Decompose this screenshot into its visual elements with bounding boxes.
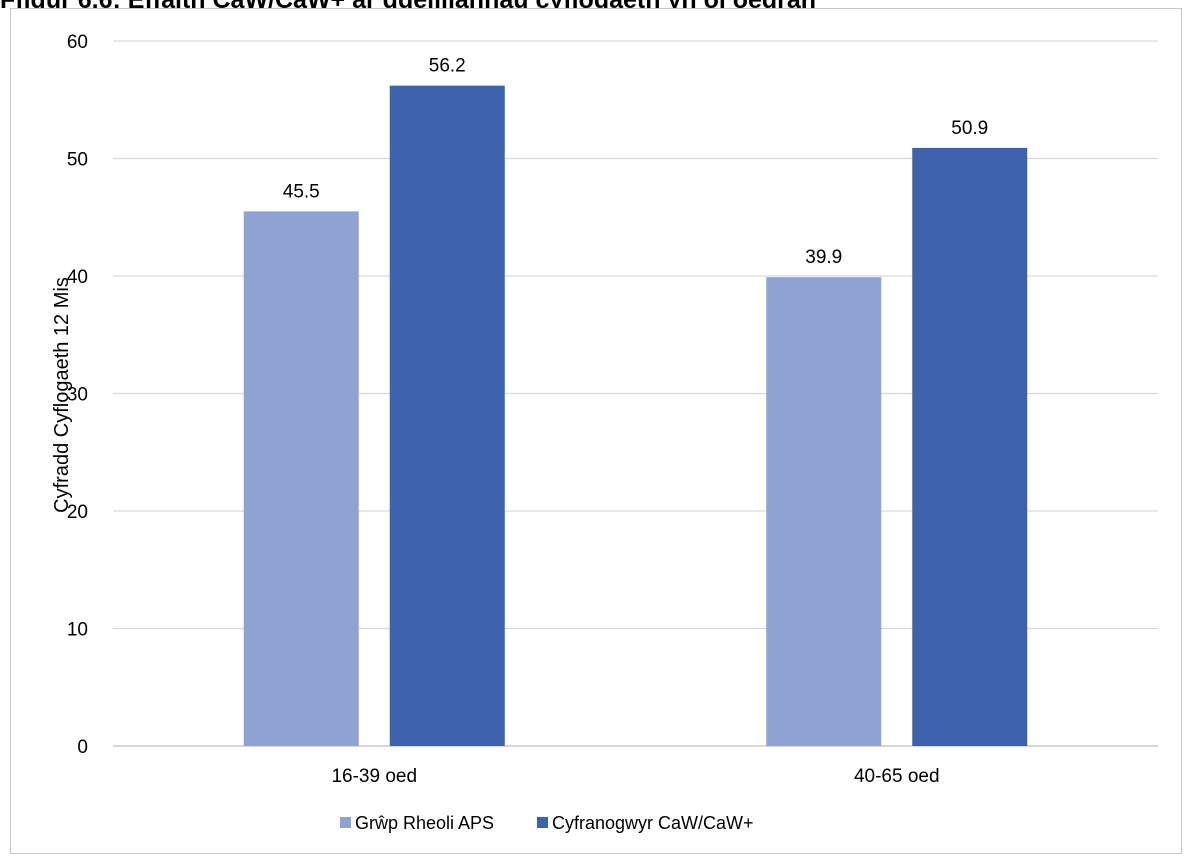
bars bbox=[243, 85, 1028, 747]
x-tick-label: 40-65 oed bbox=[854, 766, 940, 787]
bar bbox=[389, 85, 505, 746]
data-label: 56.2 bbox=[429, 56, 466, 77]
data-labels: 45.5 56.2 39.9 50.9 bbox=[283, 56, 988, 269]
x-tick-label: 16-39 oed bbox=[331, 766, 417, 787]
y-axis-title: Cyfradd Cyflogaeth 12 Mis bbox=[51, 277, 73, 513]
y-tick-label: 0 bbox=[77, 737, 88, 758]
data-label: 39.9 bbox=[805, 247, 842, 268]
y-axis-ticks: 0 10 20 30 40 50 60 bbox=[67, 32, 88, 758]
data-label: 45.5 bbox=[283, 181, 320, 202]
y-tick-label: 40 bbox=[67, 267, 88, 288]
y-tick-label: 10 bbox=[67, 620, 88, 641]
y-tick-label: 50 bbox=[67, 150, 88, 171]
bar bbox=[912, 147, 1028, 747]
bar bbox=[766, 277, 882, 746]
y-tick-label: 60 bbox=[67, 32, 88, 53]
bar bbox=[243, 211, 359, 746]
legend: Grŵp Rheoli APS Cyfranogwyr CaW/CaW+ bbox=[340, 813, 754, 833]
y-tick-label: 30 bbox=[67, 385, 88, 406]
x-axis-ticks: 16-39 oed 40-65 oed bbox=[331, 766, 939, 787]
legend-label: Grŵp Rheoli APS bbox=[355, 813, 494, 833]
data-label: 50.9 bbox=[951, 118, 988, 139]
legend-swatch bbox=[537, 817, 548, 828]
y-tick-label: 20 bbox=[67, 502, 88, 523]
legend-label: Cyfranogwyr CaW/CaW+ bbox=[552, 813, 754, 833]
legend-swatch bbox=[340, 817, 351, 828]
